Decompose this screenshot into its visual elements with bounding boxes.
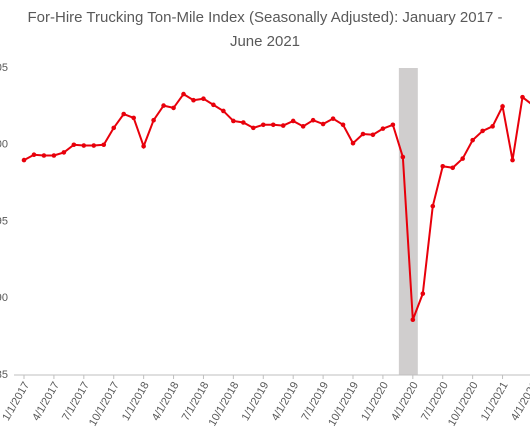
data-point (460, 156, 465, 161)
data-point (380, 126, 386, 131)
x-tick-label: 4/1/2020 (389, 380, 421, 423)
x-tick-label: 1/1/2017 (0, 380, 32, 423)
data-point (310, 117, 316, 123)
recession-band (398, 68, 418, 375)
data-point (251, 125, 256, 131)
x-tick-label: 1/1/2019 (240, 380, 272, 423)
y-tick-label: 105 (0, 62, 8, 74)
data-point (370, 132, 376, 138)
data-point (300, 124, 306, 129)
data-point (400, 154, 406, 160)
data-point (470, 137, 475, 143)
data-line (23, 92, 530, 321)
data-point (111, 125, 117, 131)
y-tick-label: 95 (0, 215, 8, 227)
data-point (51, 153, 57, 158)
data-point (21, 157, 27, 163)
data-point (181, 91, 186, 97)
x-tick-label: 10/1/2017 (87, 380, 122, 428)
data-point (41, 153, 47, 158)
data-point (430, 203, 436, 209)
data-point (61, 150, 67, 155)
x-tick-label: 1/1/2021 (479, 380, 511, 423)
data-point (290, 118, 296, 124)
data-point (171, 105, 176, 111)
data-point (131, 115, 136, 121)
x-tick-label: 7/1/2018 (180, 380, 212, 423)
data-point (31, 152, 37, 158)
x-tick-label: 7/1/2020 (419, 380, 451, 423)
x-tick-label: 4/1/2021 (509, 380, 530, 423)
data-point (440, 163, 446, 169)
data-point (141, 143, 146, 149)
data-point (410, 317, 416, 323)
data-point (201, 96, 206, 101)
x-tick-label: 7/1/2019 (299, 380, 331, 423)
data-point (161, 103, 166, 108)
data-point (490, 124, 495, 129)
data-point (500, 104, 505, 109)
x-tick-label: 10/1/2018 (207, 380, 242, 428)
data-point (241, 120, 246, 125)
x-tick-label: 4/1/2018 (150, 380, 182, 423)
data-point (280, 123, 286, 128)
x-tick-label: 4/1/2019 (269, 380, 301, 423)
data-point (390, 122, 396, 128)
x-tick-label: 10/1/2019 (326, 380, 361, 428)
data-point (71, 142, 77, 148)
y-tick-label: 100 (0, 139, 8, 151)
data-point (330, 116, 336, 121)
data-point (320, 121, 326, 127)
x-tick-label: 10/1/2020 (446, 380, 481, 428)
data-point (211, 102, 216, 108)
data-point (420, 291, 426, 296)
x-tick-label: 7/1/2017 (60, 380, 92, 423)
data-point (260, 122, 266, 128)
chart-title: For-Hire Trucking Ton-Mile Index (Season… (27, 9, 503, 50)
data-point (81, 143, 87, 148)
data-point (101, 142, 107, 148)
x-tick-label: 4/1/2017 (30, 380, 62, 423)
data-point (151, 117, 156, 123)
data-point (360, 131, 366, 137)
data-point (91, 143, 97, 148)
data-point (121, 111, 126, 117)
data-point (350, 140, 356, 146)
y-tick-label: 85 (0, 369, 8, 381)
x-tick-label: 1/1/2020 (359, 380, 391, 423)
data-point (340, 122, 346, 128)
data-point (450, 165, 456, 171)
data-point (480, 128, 485, 134)
data-point (191, 97, 196, 103)
data-point (231, 118, 236, 124)
data-point (270, 122, 276, 128)
data-point (520, 94, 525, 100)
x-tick-label: 1/1/2018 (120, 380, 152, 423)
data-point (510, 157, 515, 163)
y-tick-label: 90 (0, 292, 8, 304)
data-point (221, 108, 226, 114)
